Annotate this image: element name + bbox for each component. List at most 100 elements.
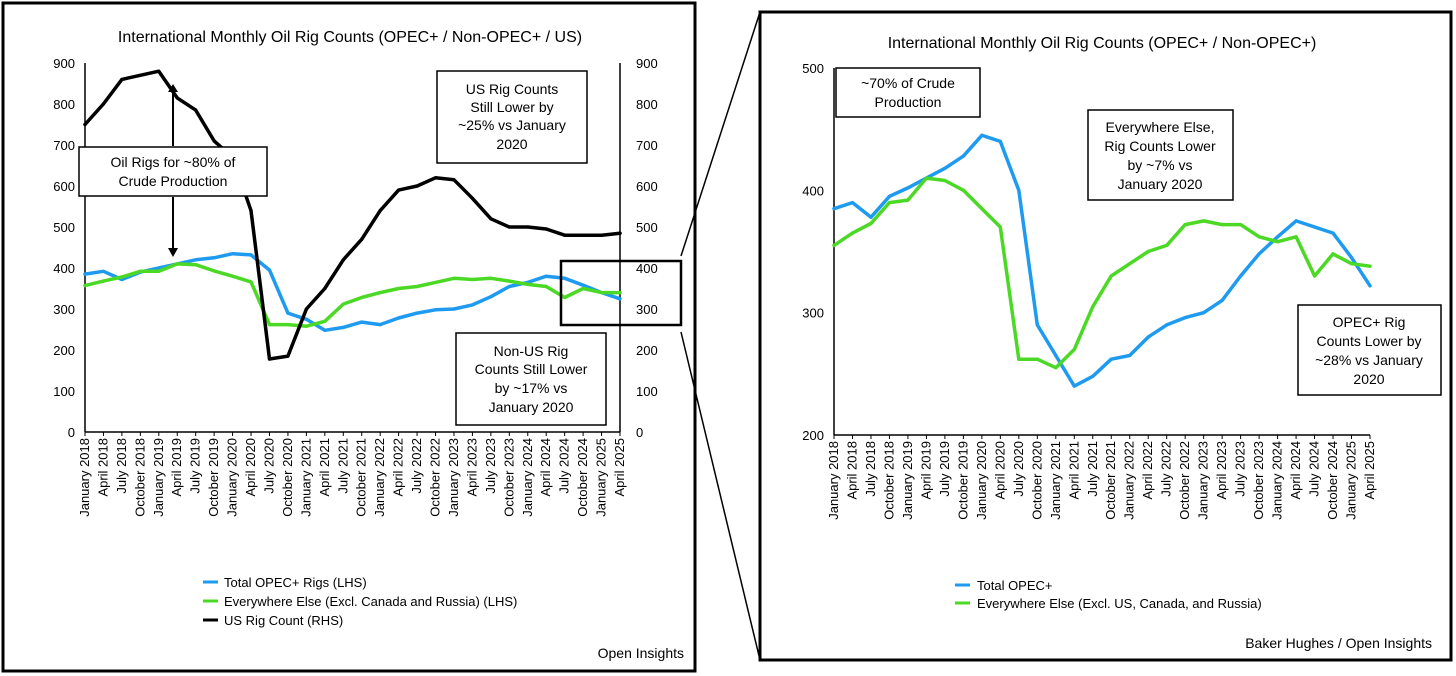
x-tick-label: April 2022 [1140, 441, 1155, 500]
data-point [1313, 225, 1317, 229]
x-tick-label: October 2018 [881, 441, 896, 520]
callout-line: Counts Still Lower [475, 361, 588, 377]
data-point [1257, 235, 1261, 239]
data-point [1294, 219, 1298, 223]
data-point [231, 252, 235, 256]
data-point [600, 291, 604, 295]
arrow-head-down-icon [168, 248, 178, 257]
right-source-note: Baker Hughes / Open Insights [1245, 635, 1432, 651]
data-point [489, 295, 493, 299]
data-point [470, 277, 474, 282]
data-point [887, 194, 892, 198]
x-tick-label: October 2019 [955, 441, 970, 520]
data-point [157, 266, 161, 270]
data-point [943, 178, 947, 183]
series-line-2 [832, 176, 1372, 370]
data-point [1239, 274, 1243, 278]
data-point [120, 275, 124, 279]
data-point [943, 166, 947, 170]
data-point [360, 320, 364, 324]
data-point [1220, 223, 1224, 227]
x-tick-label: April 2020 [243, 438, 258, 497]
data-point [470, 196, 474, 200]
data-point [175, 96, 179, 100]
x-tick-label: October 2022 [428, 438, 443, 517]
data-point [869, 221, 873, 225]
data-point [1035, 323, 1039, 327]
data-point [1165, 243, 1169, 247]
x-tick-label: April 2025 [1362, 441, 1377, 500]
x-tick-label: October 2024 [1325, 441, 1340, 520]
x-tick-label: January 2020 [225, 438, 240, 517]
x-tick-label: October 2020 [1029, 441, 1044, 520]
y-tick-label: 200 [802, 428, 824, 443]
callout-line: Rig Counts Lower [1104, 138, 1216, 154]
y2-tick-label: 100 [636, 384, 658, 399]
x-tick-label: April 2019 [169, 438, 184, 497]
x-tick-label: July 2022 [409, 438, 424, 494]
y-tick-label: 900 [53, 56, 75, 71]
callout-line: 2020 [1353, 371, 1384, 387]
data-point [1146, 249, 1150, 254]
data-point [980, 133, 984, 137]
data-point [526, 225, 530, 229]
arrow-head-up-icon [168, 84, 178, 92]
x-tick-label: July 2023 [483, 438, 498, 494]
data-point [1368, 264, 1372, 268]
data-point [1072, 347, 1076, 351]
data-point [212, 269, 216, 273]
data-point [1349, 262, 1354, 266]
data-point [83, 272, 87, 276]
x-tick-label: January 2024 [1270, 441, 1285, 520]
right-callout-opec-lower: OPEC+ Rig Counts Lower by ~28% vs Januar… [1297, 304, 1442, 396]
data-point [526, 282, 530, 286]
callout-line: Crude Production [119, 173, 228, 189]
x-tick-label: October 2019 [206, 438, 221, 517]
callout-line: by ~17% vs [495, 380, 568, 396]
data-point [304, 317, 308, 321]
x-tick-label: January 2022 [1122, 441, 1137, 520]
x-tick-label: January 2020 [974, 441, 989, 520]
data-point [378, 209, 382, 213]
data-point [489, 217, 493, 221]
data-point [157, 69, 161, 73]
data-point [887, 201, 892, 205]
data-point [138, 73, 142, 77]
data-point [360, 237, 364, 241]
data-point [1220, 298, 1224, 302]
data-point [470, 303, 474, 307]
data-point [1276, 235, 1280, 239]
data-point [101, 269, 105, 273]
callout-line: Production [875, 94, 942, 110]
data-point [1035, 357, 1039, 361]
x-tick-label: October 2023 [501, 438, 516, 517]
left-callout-nonus: Non-US Rig Counts Still Lower by ~17% vs… [455, 332, 607, 426]
x-tick-label: January 2018 [77, 438, 92, 517]
data-point [286, 311, 290, 315]
x-tick-label: October 2020 [280, 438, 295, 517]
data-point [507, 279, 511, 283]
data-point [906, 198, 910, 202]
left-legend: Total OPEC+ Rigs (LHS) Everywhere Else (… [203, 575, 517, 628]
data-point [175, 262, 179, 266]
x-tick-label: April 2025 [612, 438, 627, 497]
data-point [1054, 366, 1058, 370]
callout-line: US Rig Counts [466, 81, 559, 97]
data-point [433, 308, 438, 312]
left-plot-area: 0 100 200 300 400 500 600 700 800 900 0 100 200 300 40… [53, 56, 657, 517]
data-point [415, 284, 419, 289]
data-point [507, 284, 511, 289]
x-tick-label: January 2023 [446, 438, 461, 517]
data-point [1349, 256, 1354, 260]
x-tick-label: April 2024 [1288, 441, 1303, 500]
zoom-connector-bottom [680, 331, 761, 661]
data-point [924, 176, 929, 180]
data-point [1109, 274, 1113, 278]
callout-line: OPEC+ Rig [1333, 314, 1406, 330]
right-callout-everywhere: Everywhere Else, Rig Counts Lower by ~7%… [1087, 109, 1234, 201]
callout-line: Everywhere Else, [1106, 119, 1215, 135]
data-point [1165, 323, 1169, 327]
data-point [1202, 219, 1206, 223]
data-point [1313, 274, 1317, 278]
